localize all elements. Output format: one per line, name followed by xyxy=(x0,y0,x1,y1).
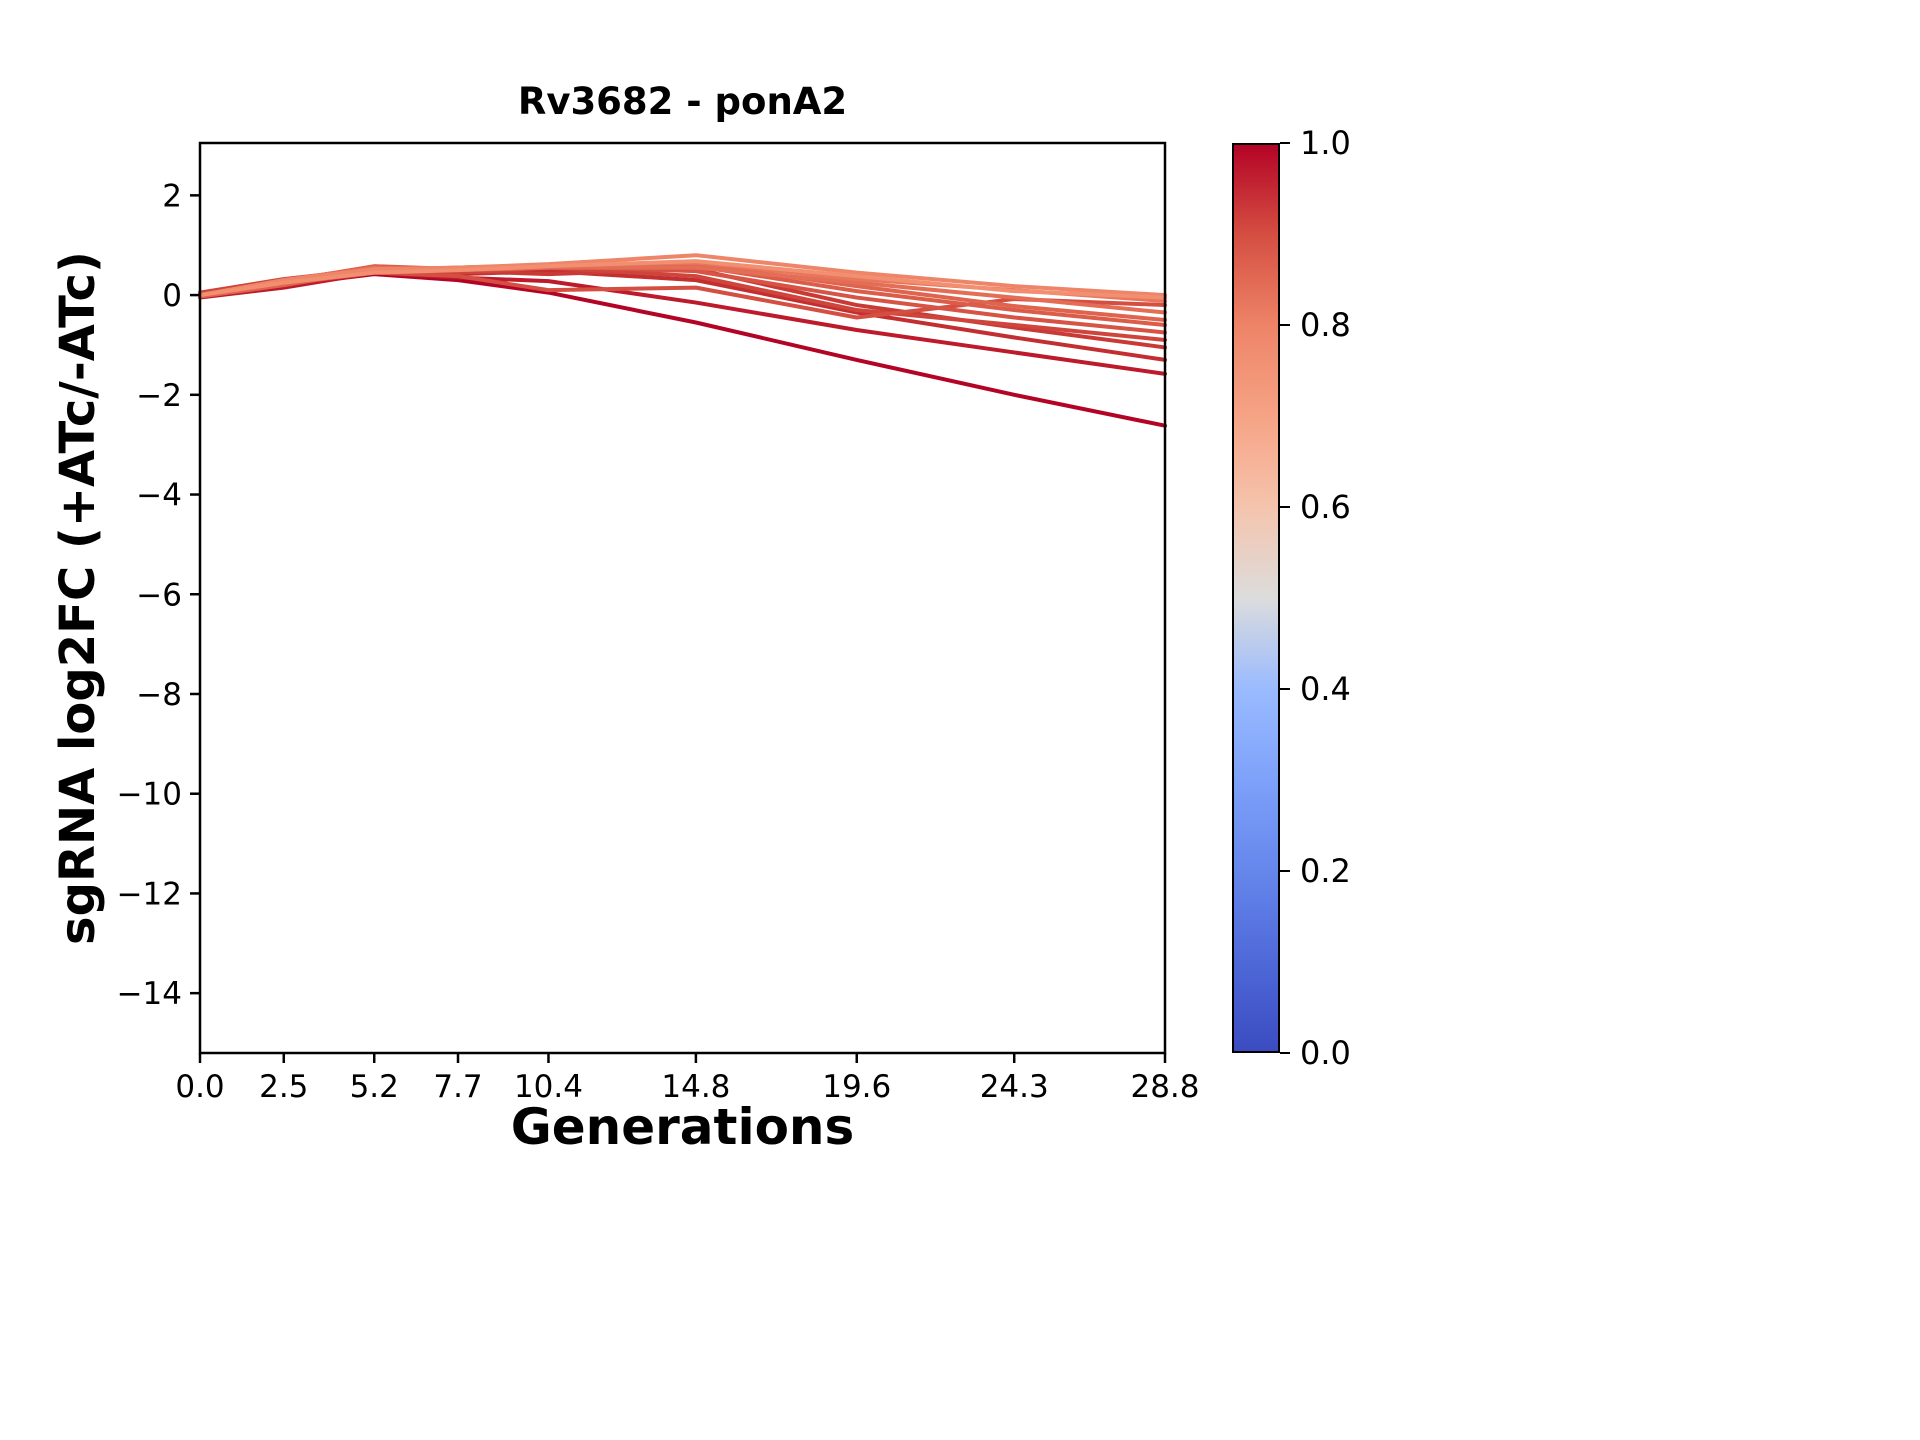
colorbar-tick xyxy=(1280,1051,1290,1055)
x-tick-label: 7.7 xyxy=(433,1069,482,1105)
colorbar-gradient xyxy=(1232,143,1280,1053)
colorbar-tick-label: 0.2 xyxy=(1300,852,1351,890)
y-tick-label: 2 xyxy=(162,178,182,214)
y-tick-label: −4 xyxy=(136,478,182,514)
y-tick-label: 0 xyxy=(162,278,182,314)
colorbar-tick xyxy=(1280,323,1290,327)
series-line-sgRNA-2 xyxy=(198,270,1167,376)
x-tick-label: 19.6 xyxy=(822,1069,891,1105)
colorbar-tick-label: 0.8 xyxy=(1300,306,1351,344)
chart-title: Rv3682 - ponA2 xyxy=(517,80,848,123)
x-tick-label: 14.8 xyxy=(661,1069,730,1105)
colorbar: 0.0 0.2 0.4 0.6 0.8 1.0 xyxy=(1232,127,1352,1069)
y-tick-label: −14 xyxy=(117,976,182,1012)
colorbar-tick-label: 0.0 xyxy=(1300,1034,1351,1072)
colorbar-tick-label: 0.4 xyxy=(1300,670,1351,708)
x-axis-label: Generations xyxy=(510,1098,855,1156)
series-line-sgRNA-13 xyxy=(198,259,1167,300)
colorbar-tick xyxy=(1280,141,1290,145)
x-tick-label: 28.8 xyxy=(1130,1069,1199,1105)
y-tick-label: −2 xyxy=(136,378,182,414)
y-tick-label: −12 xyxy=(117,876,182,912)
plot-border xyxy=(198,141,1167,1055)
x-tick-label: 24.3 xyxy=(980,1069,1049,1105)
x-tick-label: 10.4 xyxy=(514,1069,583,1105)
colorbar-tick xyxy=(1280,687,1290,691)
colorbar-tick xyxy=(1280,505,1290,509)
x-tick-label: 5.2 xyxy=(350,1069,399,1105)
y-tick-label: −10 xyxy=(117,777,182,813)
series-line-sgRNA-3 xyxy=(198,268,1167,362)
colorbar-tick-label: 1.0 xyxy=(1300,124,1351,162)
colorbar-tick xyxy=(1280,869,1290,873)
y-tick-label: −8 xyxy=(136,677,182,713)
x-tick-label: 2.5 xyxy=(259,1069,308,1105)
y-tick-label: −6 xyxy=(136,577,182,613)
x-tick-label: 0.0 xyxy=(175,1069,224,1105)
colorbar-tick-label: 0.6 xyxy=(1300,488,1351,526)
